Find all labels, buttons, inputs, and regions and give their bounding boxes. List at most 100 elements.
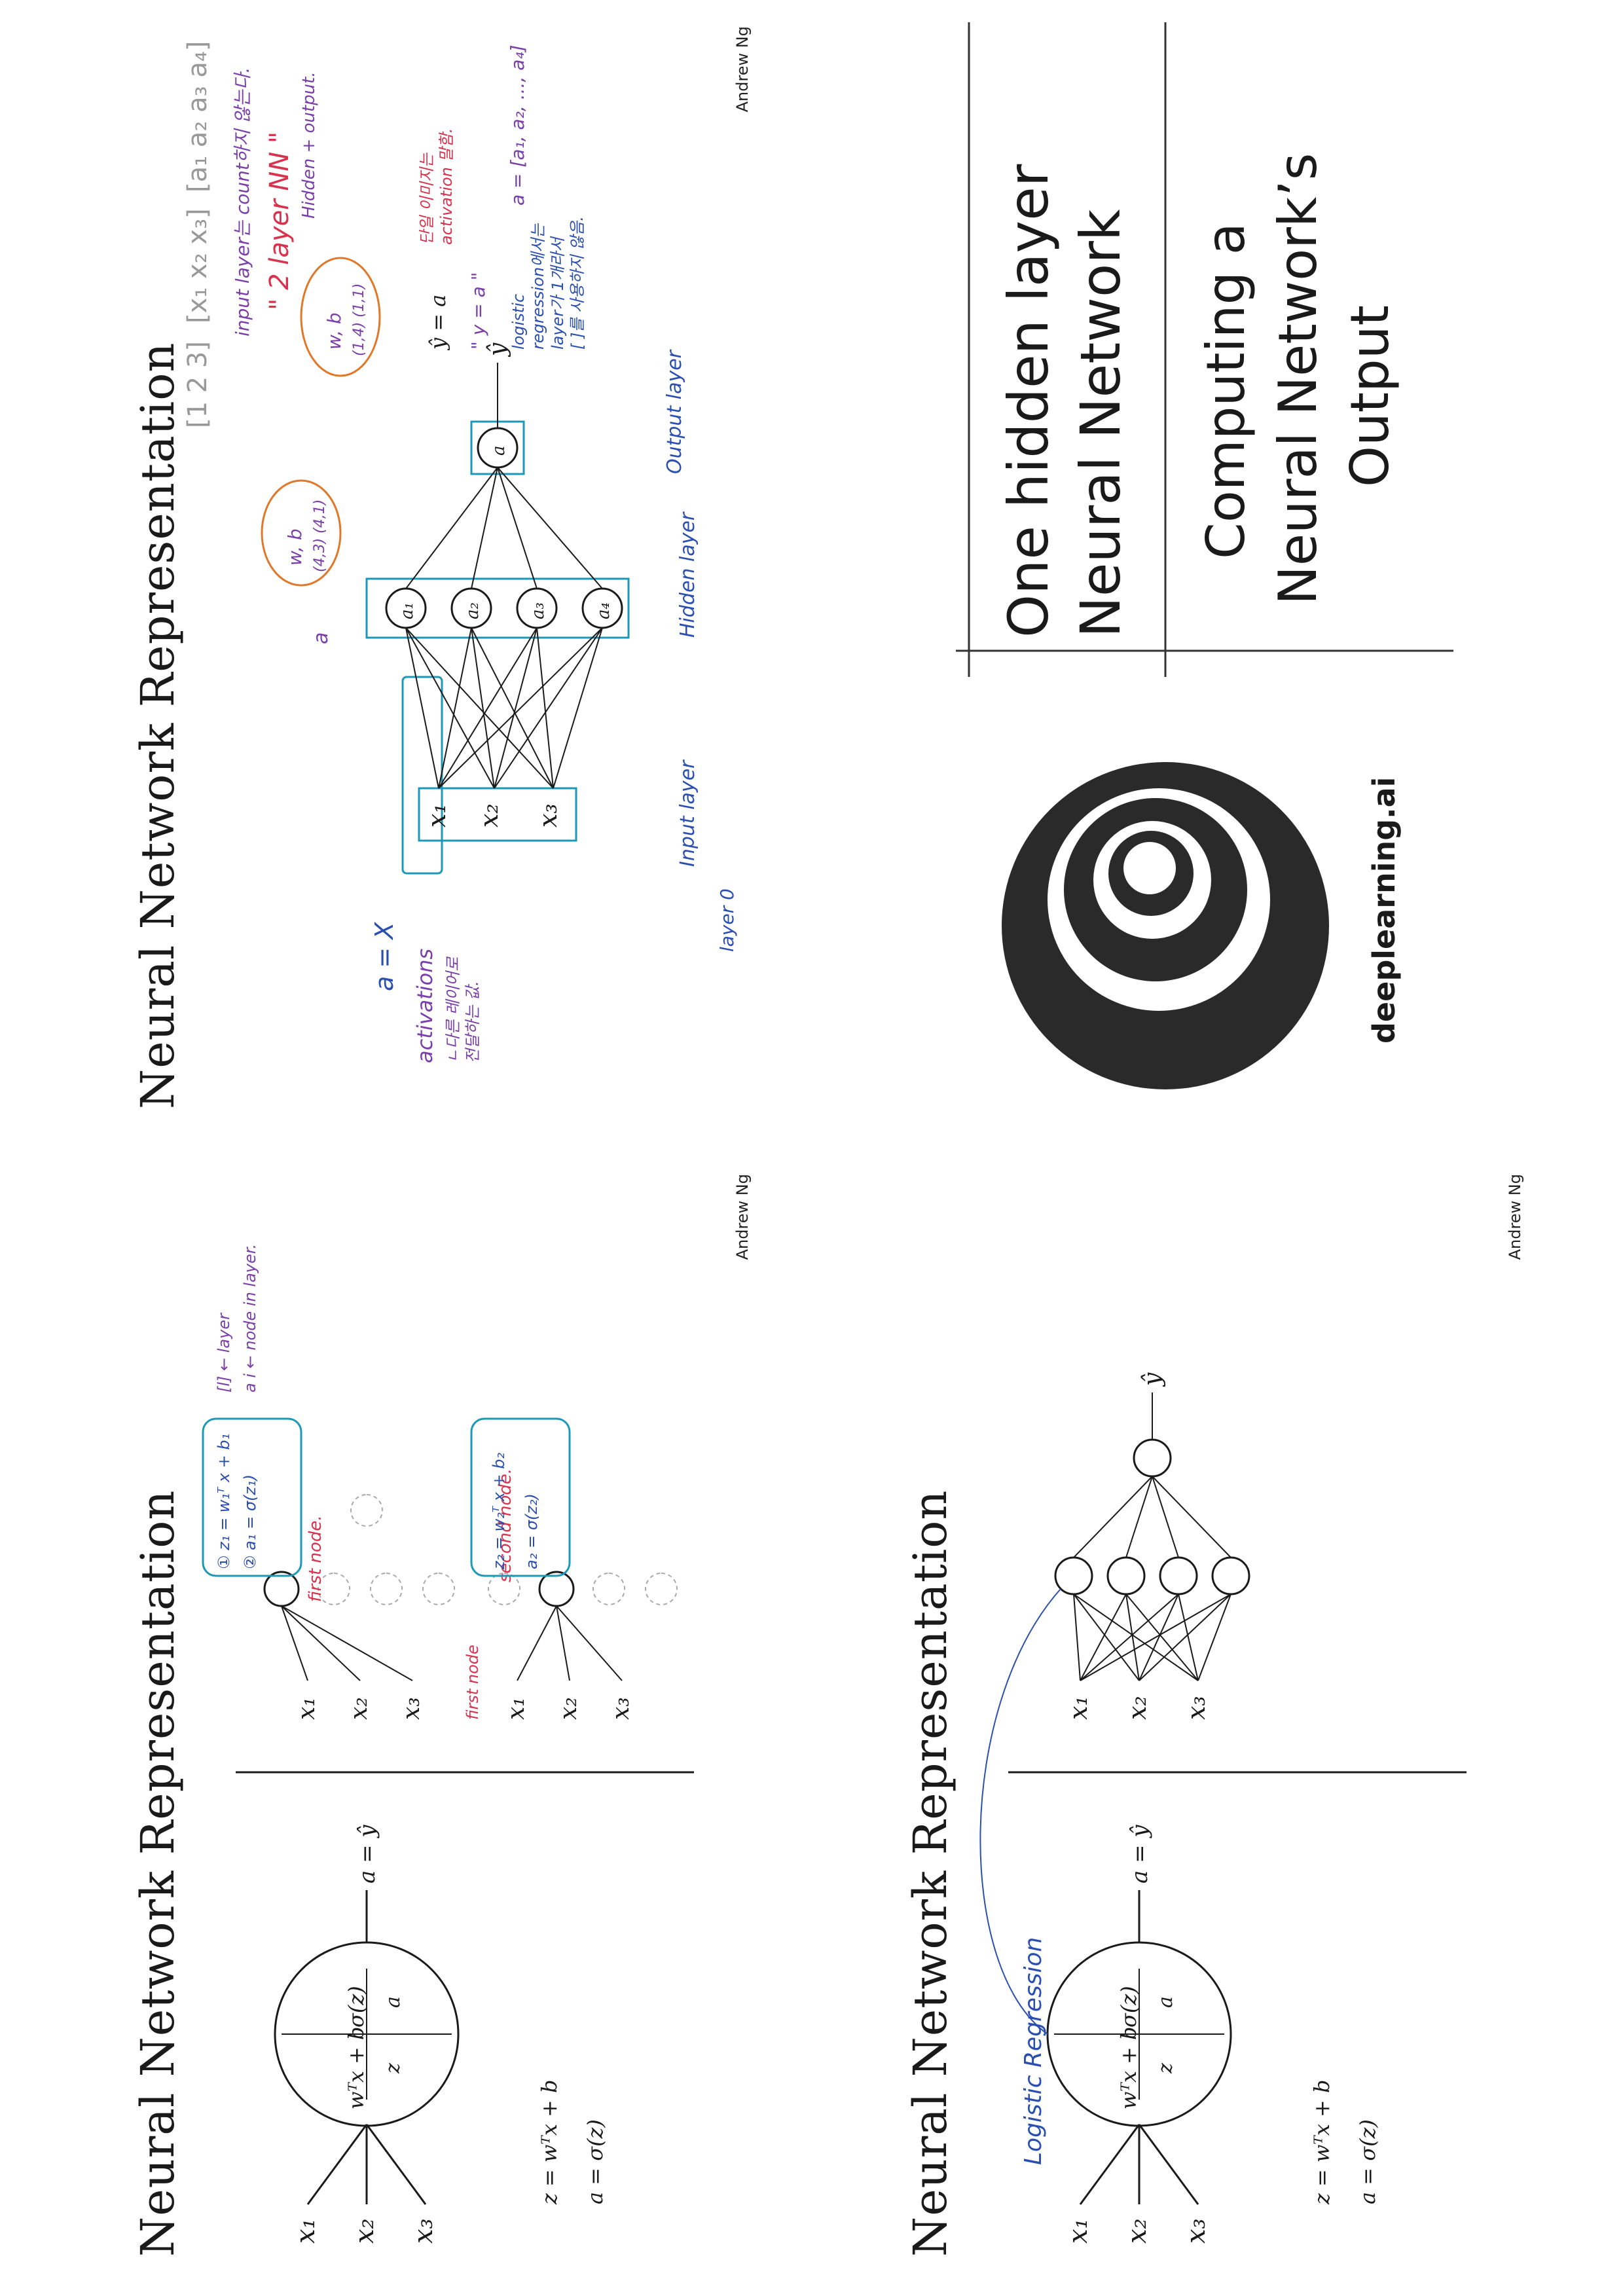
- layer-zero-note: layer 0: [716, 888, 738, 952]
- subtitle-line-1: Computing a: [1195, 223, 1256, 559]
- node-a-label: a: [1154, 1996, 1177, 2008]
- w1b1-dims: (4,3) (4,1): [312, 500, 328, 572]
- input-label: x₂: [475, 803, 503, 828]
- box1-line-1: ① z₁ = w₁ᵀ x + b₁: [215, 1434, 233, 1569]
- logistic-note2: regression에서는: [529, 223, 547, 350]
- upper-input-label: x₂: [346, 1697, 373, 1720]
- slide-title-page: deeplearning.ai One hidden layer Neural …: [877, 0, 1532, 1148]
- node-z-label: z: [382, 2063, 405, 2074]
- layer-note: [l] ← layer: [215, 1312, 233, 1393]
- lower-ghost-nodes: [488, 1573, 678, 1605]
- node-linear-label: wᵀx + b: [344, 2026, 369, 2109]
- box1-line-2: ② a₁ = σ(z₁): [241, 1474, 259, 1569]
- slide-nn-representation-logistic: Neural Network Representation Logistic R…: [877, 1148, 1532, 2296]
- logistic-output-label: a = ŷ: [354, 1825, 380, 1884]
- w2b2-dims: (1,4) (1,1): [351, 283, 367, 356]
- matrix-left: [1 2 3]: [183, 341, 213, 428]
- box2-line-2: a₂ = σ(z₂): [522, 1493, 541, 1569]
- net-hidden-nodes: [1054, 1438, 1250, 1595]
- hidden-node-label: a₄: [594, 602, 613, 619]
- input-label: x₃: [534, 803, 562, 828]
- title-line-1: One hidden layer: [996, 164, 1061, 638]
- input-label: x₁: [1063, 2218, 1093, 2244]
- a1-vector: a = [a₁, a₂, ..., a₄]: [507, 45, 528, 206]
- hidden-output-edges: [405, 363, 603, 589]
- upper-input-label: x₃: [398, 1697, 425, 1720]
- input-box: [418, 787, 577, 842]
- box2-line-1: z₂ = w₂ᵀ x + b₂: [490, 1452, 508, 1570]
- y-hat: ŷ: [484, 342, 511, 357]
- author-credit: Andrew Ng: [733, 1174, 752, 1260]
- lower-input-label: x₁: [503, 1697, 530, 1720]
- hidden-output-note: Hidden + output.: [299, 71, 319, 219]
- equation-a: a = σ(z): [1355, 2119, 1380, 2204]
- logistic-input-edges: [306, 2124, 427, 2205]
- input-not-counted-note: input layer는 count하지 않는다.: [232, 67, 253, 337]
- hidden-node-label: a₁: [397, 602, 417, 619]
- yhat-equation: ŷ = a: [426, 295, 450, 351]
- w1b1-ellipse: [261, 479, 342, 587]
- first-node-note-lower: first node: [464, 1645, 482, 1720]
- slide-nn-representation-computation: Neural Network Representation x₁ x₂ x₃ w…: [105, 1148, 759, 2296]
- net-output-label: ŷ: [1139, 1372, 1166, 1387]
- input-label: x₃: [409, 2218, 439, 2244]
- input-label: x₁: [291, 2218, 321, 2244]
- hidden-node-label: a₃: [528, 602, 548, 619]
- hidden-node: a₂: [450, 587, 492, 629]
- node-a-label: a: [382, 1996, 405, 2008]
- upper-first-node: [263, 1571, 300, 1607]
- net-edges: [1073, 1393, 1231, 1681]
- lower-edges: [517, 1605, 623, 1681]
- a0-equation: a = X: [370, 922, 399, 991]
- hidden-node: a₃: [516, 587, 558, 629]
- logistic-note: logistic: [509, 294, 528, 350]
- yhat-note: 단일 이미지는: [418, 152, 436, 245]
- deeplearning-logo-icon: [1002, 762, 1329, 1089]
- author-credit: Andrew Ng: [1506, 1174, 1524, 1260]
- logo-text: deeplearning.ai: [1366, 777, 1402, 1044]
- box2: [470, 1417, 571, 1577]
- a1-label: a: [310, 632, 333, 644]
- equation-a: a = σ(z): [583, 2119, 608, 2204]
- output-node-label: a: [489, 445, 509, 456]
- matrix-right: [a₁ a₂ a₃ a₄]: [183, 41, 213, 192]
- logistic-output-label: a = ŷ: [1127, 1825, 1153, 1884]
- upper-edges: [281, 1605, 413, 1681]
- y-equation: " y = a ": [467, 272, 489, 350]
- slide-nn-representation-annotated: Neural Network Representation [1 2 3] [x…: [105, 0, 759, 1148]
- annotation-arrow: [979, 1588, 1061, 2035]
- hidden-layer-note: Hidden layer: [676, 511, 699, 638]
- equation-z: z = wᵀx + b: [537, 2079, 562, 2205]
- second-node-note: second node.: [496, 1468, 515, 1582]
- title-slide-art: deeplearning.ai One hidden layer Neural …: [956, 22, 1453, 1089]
- subtitle-line-3: Output: [1340, 305, 1400, 487]
- input-label: x₂: [1122, 2218, 1152, 2244]
- input-layer-note: Input layer: [676, 759, 699, 867]
- node-linear-label: wᵀx + b: [1116, 2026, 1141, 2109]
- title-line-2: Neural Network: [1068, 209, 1133, 638]
- node-activation-label: σ(z): [344, 1986, 369, 2028]
- activations-note-ko: ㄴ다른 레이어로: [444, 957, 462, 1063]
- w2b2-note: w, b: [323, 312, 345, 350]
- first-node-note: first node.: [306, 1515, 325, 1602]
- node-note: a i ← node in layer.: [241, 1244, 259, 1393]
- lower-input-label: x₃: [608, 1697, 634, 1720]
- hidden-node: a₁: [385, 587, 427, 629]
- matrix-mid: [x₁ x₂ x₃]: [183, 208, 213, 323]
- equation-z: z = wᵀx + b: [1309, 2079, 1334, 2205]
- node-z-label: z: [1154, 2063, 1177, 2074]
- hidden-layer-box: [365, 577, 630, 639]
- net-input-label: x₁: [1064, 1696, 1093, 1720]
- hidden-node: a₄: [581, 587, 623, 629]
- net-input-label: x₃: [1182, 1696, 1211, 1720]
- logistic-note4: [ ]를 사용하지 않음.: [568, 216, 587, 350]
- input-label: x₂: [350, 2218, 380, 2244]
- subtitle-line-2: Neural Network’s: [1267, 153, 1328, 605]
- input-hidden-edges: [405, 627, 603, 789]
- input-label: x₁: [422, 803, 451, 828]
- net-input-label: x₂: [1123, 1696, 1152, 1720]
- logistic-regression-note: Logistic Regression: [1020, 1937, 1047, 2165]
- upper-ghost-nodes: [318, 1494, 455, 1605]
- author-credit: Andrew Ng: [733, 26, 752, 113]
- lower-input-label: x₂: [555, 1697, 582, 1720]
